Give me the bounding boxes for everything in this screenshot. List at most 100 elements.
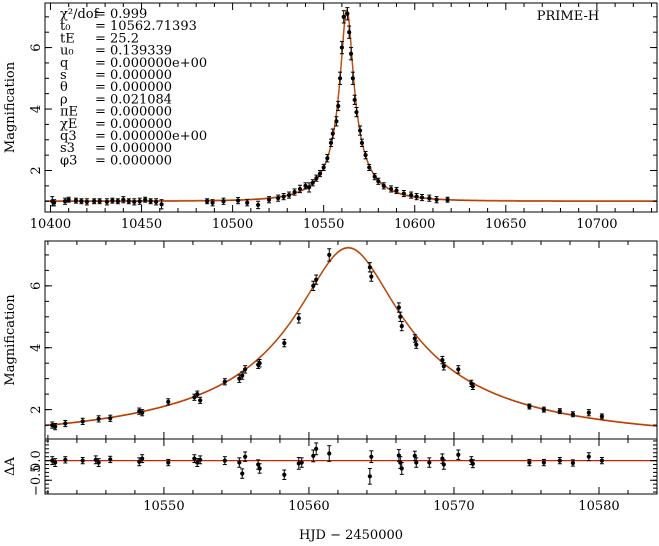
data-marker <box>337 76 343 81</box>
data-point <box>381 182 386 190</box>
data-point <box>92 198 97 205</box>
data-marker <box>441 462 446 467</box>
data-point <box>198 396 203 404</box>
fit-param-name: θ <box>60 80 68 95</box>
x-tick-label: 10400 <box>30 217 71 232</box>
fit-param-name: t₀ <box>60 19 70 34</box>
data-point <box>243 451 248 462</box>
data-marker <box>369 274 374 279</box>
data-point <box>210 199 215 207</box>
data-marker <box>399 466 404 471</box>
data-point <box>132 198 137 206</box>
data-point <box>327 445 332 462</box>
data-marker <box>137 459 142 464</box>
data-point <box>586 409 591 417</box>
data-point <box>243 365 248 374</box>
fit-param-value: = 0.000000 <box>95 141 172 156</box>
data-marker <box>195 392 200 397</box>
data-marker <box>328 140 334 145</box>
data-marker <box>286 192 292 198</box>
fit-param-value: = 0.999 <box>95 7 147 22</box>
plot-frame <box>44 240 658 440</box>
data-point <box>115 198 120 205</box>
x-tick-label: 10570 <box>433 499 474 514</box>
data-marker <box>52 200 57 205</box>
top-panel: 10400 10450 10500 10550 10600 10650 10700 2 4 6 Ma… <box>3 2 658 232</box>
data-point <box>222 378 227 386</box>
data-point <box>53 423 58 431</box>
data-point <box>108 455 113 464</box>
fit-param-name: φ3 <box>60 153 77 168</box>
data-point <box>339 40 344 55</box>
data-marker <box>166 460 171 465</box>
data-point <box>198 455 203 465</box>
data-marker <box>314 446 319 451</box>
data-marker <box>166 399 171 404</box>
data-marker <box>570 412 575 417</box>
data-point <box>334 116 339 127</box>
data-marker <box>376 179 381 184</box>
data-marker <box>470 461 475 466</box>
fit-param-name: s3 <box>60 141 75 156</box>
data-point <box>73 197 79 204</box>
fit-param-value: = 0.000000 <box>95 117 172 132</box>
y-tick-label: 2 <box>29 166 44 174</box>
data-point <box>235 197 241 205</box>
data-marker <box>414 342 419 347</box>
data-point <box>256 200 261 210</box>
data-marker <box>92 199 97 204</box>
data-marker <box>282 472 287 477</box>
data-marker <box>245 200 250 205</box>
data-point <box>456 449 461 460</box>
data-point <box>108 414 113 422</box>
data-marker <box>84 199 89 204</box>
data-point <box>363 150 368 160</box>
data-point <box>345 7 350 21</box>
data-point <box>240 371 245 380</box>
fit-param-value: = 0.000000 <box>95 105 172 120</box>
data-point <box>140 409 145 417</box>
data-point <box>205 198 210 205</box>
data-point <box>372 173 377 181</box>
fit-param-value: = 0.021084 <box>95 92 172 107</box>
zoom-panel: 2 4 6 Magnification <box>3 240 658 440</box>
data-marker <box>121 197 126 202</box>
data-point <box>325 154 330 163</box>
data-point <box>237 374 242 383</box>
data-point <box>314 274 319 285</box>
data-marker <box>303 183 308 188</box>
fit-param-value: = 0.000000 <box>95 80 172 95</box>
data-marker <box>96 416 101 421</box>
data-marker <box>63 421 68 426</box>
data-point <box>399 320 404 332</box>
fit-param-value: = 0.000000e+00 <box>95 129 207 144</box>
data-marker <box>110 198 115 203</box>
data-point <box>347 25 352 39</box>
data-marker <box>599 414 604 419</box>
x-tick-label: 10550 <box>303 217 344 232</box>
fit-param-value: = 0.000000 <box>95 153 172 168</box>
data-point <box>352 94 357 105</box>
data-marker <box>414 194 419 199</box>
data-point <box>445 196 450 203</box>
data-point <box>97 198 102 205</box>
y-tick-label: 4 <box>29 105 44 113</box>
fit-param-name: u₀ <box>60 44 74 59</box>
data-marker <box>419 195 425 200</box>
data-point <box>427 457 432 468</box>
data-point <box>299 457 304 468</box>
data-point <box>154 198 159 206</box>
y-tick-label: 6 <box>29 282 44 290</box>
data-marker <box>198 398 203 403</box>
data-marker <box>143 197 148 202</box>
fit-param-value: = 0.000000 <box>95 68 172 83</box>
x-tick-label: 10550 <box>143 499 184 514</box>
fit-param-value: = 0.000000e+00 <box>95 56 207 71</box>
data-marker <box>414 460 419 465</box>
data-marker <box>456 367 461 372</box>
data-point <box>401 189 406 198</box>
data-point <box>79 198 84 205</box>
data-point <box>314 174 319 182</box>
fit-param-name: χ²/dof <box>60 7 100 22</box>
data-point <box>245 199 250 207</box>
